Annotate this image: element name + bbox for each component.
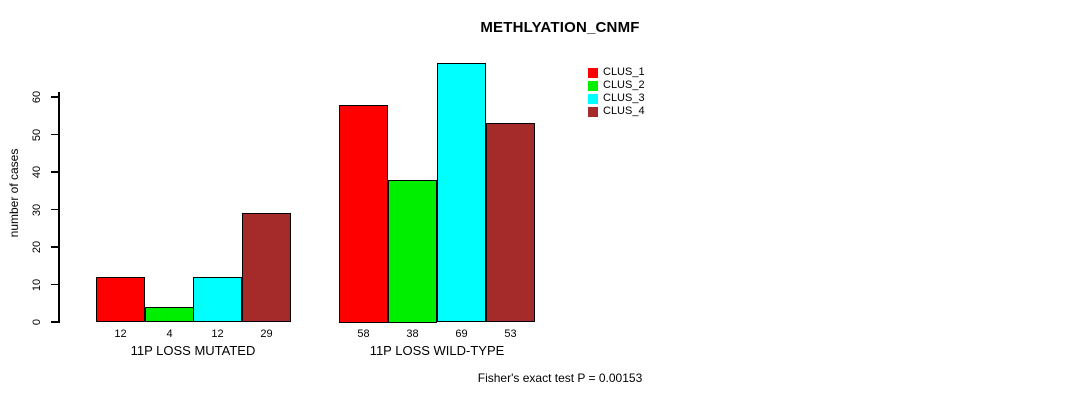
y-axis-tick-label: 20 — [31, 240, 43, 254]
legend-label: CLUS_2 — [603, 79, 645, 91]
bar-value-label: 12 — [211, 328, 224, 340]
y-axis-tick-label: 10 — [31, 278, 43, 291]
group-label: 11P LOSS MUTATED — [130, 343, 256, 358]
bar-clus_1-group2 — [339, 105, 388, 323]
y-axis-tick — [51, 321, 58, 323]
y-axis-tick-label: 30 — [31, 203, 43, 216]
legend-swatch-icon — [588, 67, 598, 78]
fisher-test-annotation: Fisher's exact test P = 0.00153 — [477, 371, 643, 385]
y-axis-tick — [51, 171, 58, 173]
bar-clus_4-group1 — [242, 213, 291, 322]
bar-clus_3-group1 — [193, 277, 242, 322]
legend-label: CLUS_1 — [603, 66, 645, 78]
bar-value-label: 12 — [114, 328, 127, 340]
bar-value-label: 53 — [504, 328, 517, 340]
bar-value-label: 38 — [406, 328, 419, 340]
bar-value-label: 58 — [357, 328, 370, 340]
y-axis-label: number of cases — [7, 148, 21, 238]
legend-item-clus_3: CLUS_3 — [588, 92, 645, 105]
y-axis-tick — [51, 246, 58, 248]
legend-swatch-icon — [588, 93, 598, 104]
y-axis-tick — [51, 96, 58, 98]
legend-label: CLUS_3 — [603, 92, 645, 104]
legend-item-clus_4: CLUS_4 — [588, 105, 645, 118]
y-axis-tick — [51, 133, 58, 136]
bar-clus_4-group2 — [486, 123, 535, 322]
legend-item-clus_2: CLUS_2 — [588, 79, 645, 92]
legend: CLUS_1 CLUS_2 CLUS_3 CLUS_4 — [588, 66, 645, 118]
bar-clus_3-group2 — [437, 63, 486, 322]
legend-item-clus_1: CLUS_1 — [588, 66, 645, 79]
y-axis-tick-label: 40 — [31, 165, 43, 179]
y-axis-tick-label: 60 — [31, 90, 43, 104]
bar-clus_1-group1 — [96, 277, 145, 322]
y-axis-tick — [51, 208, 58, 211]
y-axis-tick-label: 50 — [31, 128, 43, 141]
bar-value-label: 29 — [260, 328, 273, 340]
legend-swatch-icon — [588, 106, 598, 117]
y-axis-tick-label: 0 — [31, 318, 43, 326]
chart-title: METHLYATION_CNMF — [480, 19, 640, 36]
bar-value-label: 69 — [455, 328, 468, 340]
bar-clus_2-group2 — [388, 180, 437, 323]
legend-label: CLUS_4 — [603, 105, 645, 117]
group-label: 11P LOSS WILD-TYPE — [369, 343, 505, 358]
bar-value-label: 4 — [166, 328, 173, 340]
legend-swatch-icon — [588, 80, 598, 91]
bar-clus_2-group1 — [145, 307, 194, 322]
y-axis-tick — [51, 283, 58, 286]
y-axis — [58, 92, 60, 323]
